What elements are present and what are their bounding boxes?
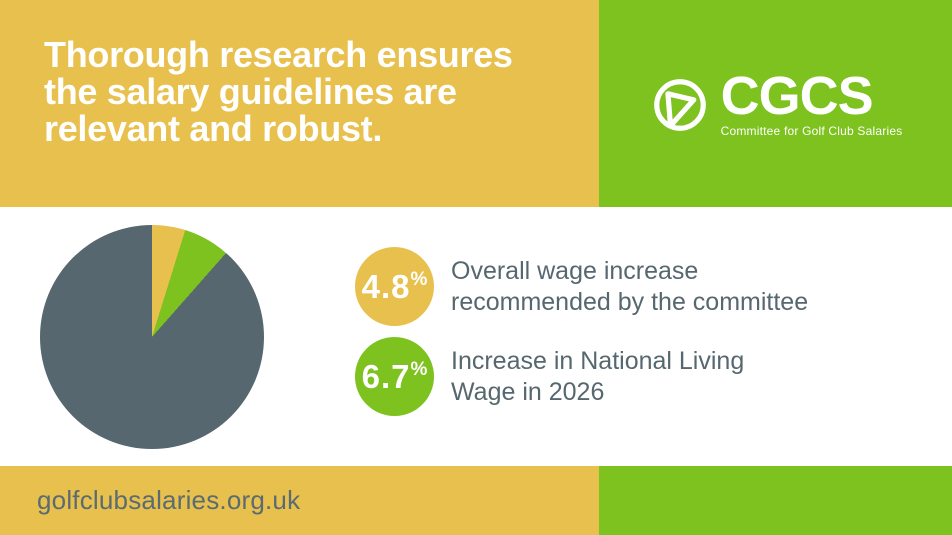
- stats-list: 4.8% Overall wage increase recommended b…: [355, 247, 808, 416]
- stat-badge-green: 6.7%: [355, 337, 434, 416]
- website-url: golfclubsalaries.org.uk: [37, 485, 301, 515]
- stat-value: 6.7: [361, 357, 411, 395]
- stat-label: Increase in National Living Wage in 2026: [451, 346, 744, 408]
- stat-badge-gold: 4.8%: [355, 247, 434, 326]
- logo-tagline: Committee for Golf Club Salaries: [720, 124, 903, 138]
- logo-wordmark: CGCS: [720, 66, 874, 126]
- headline-line-1: Thorough research ensures: [44, 34, 513, 75]
- footer-gold-banner: golfclubsalaries.org.uk: [0, 466, 599, 535]
- percent-sign: %: [410, 268, 428, 290]
- stat-row-nlw-increase: 6.7% Increase in National Living Wage in…: [355, 337, 808, 416]
- percent-sign: %: [410, 358, 428, 380]
- cgcs-logo: CGCS Committee for Golf Club Salaries: [649, 66, 903, 138]
- logo-text: CGCS Committee for Golf Club Salaries: [720, 66, 903, 138]
- footer-green-banner: [599, 466, 952, 535]
- stat-value: 4.8: [361, 267, 411, 305]
- headline-line-2: the salary guidelines are: [44, 71, 457, 112]
- stat-label-line-2: Wage in 2026: [451, 377, 605, 406]
- stat-label-line-1: Overall wage increase: [451, 256, 699, 285]
- headline-line-3: relevant and robust.: [44, 108, 383, 149]
- stat-label: Overall wage increase recommended by the…: [451, 256, 808, 318]
- stat-label-line-1: Increase in National Living: [451, 346, 745, 375]
- wage-pie-chart: [40, 225, 264, 449]
- golf-pennant-icon: [649, 74, 711, 136]
- header-green-banner: CGCS Committee for Golf Club Salaries: [599, 0, 952, 207]
- main-section: 4.8% Overall wage increase recommended b…: [0, 207, 952, 466]
- headline: Thorough research ensures the salary gui…: [44, 36, 564, 147]
- stat-row-committee-increase: 4.8% Overall wage increase recommended b…: [355, 247, 808, 326]
- stat-label-line-2: recommended by the committee: [451, 287, 809, 316]
- header-gold-banner: Thorough research ensures the salary gui…: [0, 0, 599, 207]
